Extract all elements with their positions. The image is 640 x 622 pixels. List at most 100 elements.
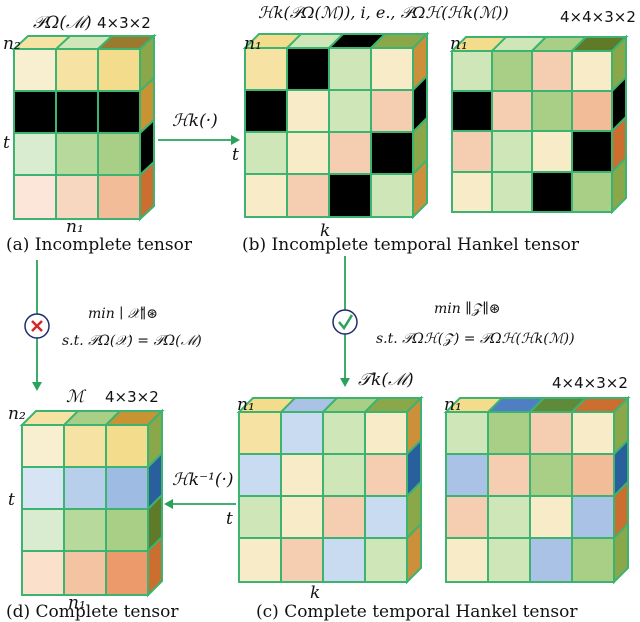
tensor-c2-cell bbox=[487, 537, 531, 583]
tensor-c1-cell bbox=[280, 453, 324, 497]
tensor-b1-cell bbox=[286, 89, 330, 133]
panel-b-axis-top-2: n₁ bbox=[450, 34, 468, 54]
tensor-c2-cell bbox=[529, 495, 573, 539]
tensor-d-cell bbox=[105, 508, 149, 552]
tensor-d-cell bbox=[21, 508, 65, 552]
right-objective: min ∥𝒵∥⊛ bbox=[434, 301, 501, 317]
panel-c-cube-1 bbox=[236, 395, 424, 585]
tensor-c2-cell bbox=[529, 453, 573, 497]
tensor-c2-front-face bbox=[445, 411, 615, 583]
panel-b-axis-left: t bbox=[232, 145, 239, 165]
panel-c-axis-left: t bbox=[226, 509, 233, 529]
tensor-c1-cell bbox=[238, 411, 282, 455]
tensor-b1-cell-missing bbox=[328, 173, 372, 218]
tensor-a-cell bbox=[97, 174, 141, 220]
tensor-c1-cell bbox=[322, 453, 366, 497]
tensor-b1-cell bbox=[370, 173, 414, 218]
tensor-c2-cell bbox=[487, 495, 531, 539]
panel-d-complete-tensor: ℳ 4×3×2 n₂ t n₁ (d) Complete tensor bbox=[6, 387, 179, 622]
panel-a-caption: (a) Incomplete tensor bbox=[6, 235, 193, 255]
arrow-head-icon bbox=[32, 382, 42, 391]
tensor-b2-cell bbox=[531, 90, 573, 132]
tensor-c1-cell bbox=[280, 411, 324, 455]
tensor-a-cell bbox=[13, 174, 57, 220]
tensor-c1-cell bbox=[280, 495, 324, 539]
tensor-c1-cell bbox=[238, 537, 282, 583]
tensor-b2-cell-missing bbox=[451, 90, 493, 132]
left-objective: min ∣ 𝒳∥⊛ bbox=[88, 306, 158, 322]
tensor-c2-cell bbox=[571, 495, 615, 539]
tensor-a-front-face bbox=[13, 48, 141, 220]
tensor-a-cell bbox=[13, 48, 57, 92]
tensor-c2-cell bbox=[571, 453, 615, 497]
tensor-d-cell bbox=[63, 508, 107, 552]
tensor-a-cell bbox=[97, 48, 141, 92]
tensor-d-cell bbox=[21, 466, 65, 510]
panel-a-dims: 4×3×2 bbox=[97, 14, 151, 32]
panel-d-axis-bottom: n₁ bbox=[68, 593, 86, 613]
tensor-d-front-face bbox=[21, 424, 149, 596]
tensor-a-cell bbox=[55, 174, 99, 220]
panel-a-incomplete-tensor: 𝒫Ω(ℳ) 4×3×2 n₂ t n₁ (a) Incomplete tenso… bbox=[3, 13, 193, 255]
tensor-b2-cell bbox=[531, 50, 573, 92]
panel-c-axis-bottom: k bbox=[310, 583, 320, 603]
panel-c-labels: 𝒯k(ℳ) 4×4×3×2 n₁ n₁ t k (c) Complete tem… bbox=[226, 370, 628, 622]
tensor-c1-cell bbox=[322, 537, 366, 583]
panel-c-axis-top-1: n₁ bbox=[237, 395, 255, 415]
tensor-c1-cell bbox=[238, 453, 282, 497]
tensor-d-cell bbox=[63, 550, 107, 596]
tensor-b1-cell-missing bbox=[286, 47, 330, 91]
tensor-c1-front-face bbox=[238, 411, 408, 583]
arrow-head-icon bbox=[340, 378, 350, 387]
tensor-c2-cell bbox=[445, 411, 489, 455]
panel-d-axis-left: t bbox=[8, 490, 15, 510]
tensor-a-cell-missing bbox=[97, 90, 141, 134]
tensor-c2-cell bbox=[445, 453, 489, 497]
panel-d-dims: 4×3×2 bbox=[105, 388, 159, 406]
tensor-b1-front-face bbox=[244, 47, 414, 218]
tensor-c1-cell bbox=[322, 411, 366, 455]
panel-b-caption: (b) Incomplete temporal Hankel tensor bbox=[242, 235, 580, 255]
tensor-c2-cell bbox=[445, 537, 489, 583]
panel-b-axis-bottom: k bbox=[320, 221, 330, 241]
tensor-b2-cell bbox=[571, 90, 613, 132]
tensor-d-cell bbox=[21, 550, 65, 596]
arrow-inverse-label: ℋk⁻¹(·) bbox=[172, 470, 234, 490]
panel-b-cube-2 bbox=[449, 34, 629, 215]
tensor-a-cell-missing bbox=[55, 90, 99, 134]
check-icon bbox=[338, 314, 354, 331]
tensor-b1-cell bbox=[328, 131, 372, 175]
tensor-d-cell bbox=[105, 550, 149, 596]
tensor-b2-cell bbox=[491, 50, 533, 92]
arrow-hankel-label: ℋk(·) bbox=[172, 111, 218, 131]
tensor-b2-cell bbox=[491, 171, 533, 213]
arrow-head-icon bbox=[231, 135, 240, 145]
tensor-b1-cell bbox=[244, 173, 288, 218]
cross-icon bbox=[31, 320, 43, 332]
panel-b-labels: ℋk(𝒫Ω(ℳ)), i, e., 𝒫Ωℋ(ℋk(ℳ)) 4×4×3×2 n₁ … bbox=[232, 3, 636, 255]
tensor-b2-cell bbox=[491, 130, 533, 173]
arrow-right-completion: min ∥𝒵∥⊛ s.t. 𝒫Ωℋ(𝒵) = 𝒫Ωℋ(ℋk(ℳ)) bbox=[332, 256, 575, 387]
tensor-b1-cell bbox=[286, 131, 330, 175]
panel-c-dims: 4×4×3×2 bbox=[552, 374, 628, 392]
tensor-b1-cell bbox=[370, 47, 414, 91]
tensor-c2-cell bbox=[487, 411, 531, 455]
left-constraint: s.t. 𝒫Ω(𝒳) = 𝒫Ω(ℳ) bbox=[62, 333, 202, 349]
panel-d-caption: (d) Complete tensor bbox=[6, 602, 179, 622]
panel-d-axis-top: n₂ bbox=[8, 404, 26, 424]
tensor-b2-cell bbox=[491, 90, 533, 132]
tensor-c1-cell bbox=[364, 495, 408, 539]
tensor-b2-cell-missing bbox=[531, 171, 573, 213]
panel-b-dims: 4×4×3×2 bbox=[560, 8, 636, 26]
panel-b-title: ℋk(𝒫Ω(ℳ)), i, e., 𝒫Ωℋ(ℋk(ℳ)) bbox=[258, 3, 509, 22]
panel-a-axis-top: n₂ bbox=[3, 34, 21, 54]
tensor-b1-cell bbox=[328, 47, 372, 91]
tensor-a-cell-missing bbox=[13, 90, 57, 134]
tensor-b2-front-face bbox=[451, 50, 613, 213]
tensor-b2-cell bbox=[451, 171, 493, 213]
tensor-c2-cell bbox=[571, 411, 615, 455]
tensor-b1-cell-missing bbox=[370, 131, 414, 175]
tensor-b1-cell bbox=[370, 89, 414, 133]
arrow-inverse-hankel: ℋk⁻¹(·) bbox=[164, 470, 236, 509]
